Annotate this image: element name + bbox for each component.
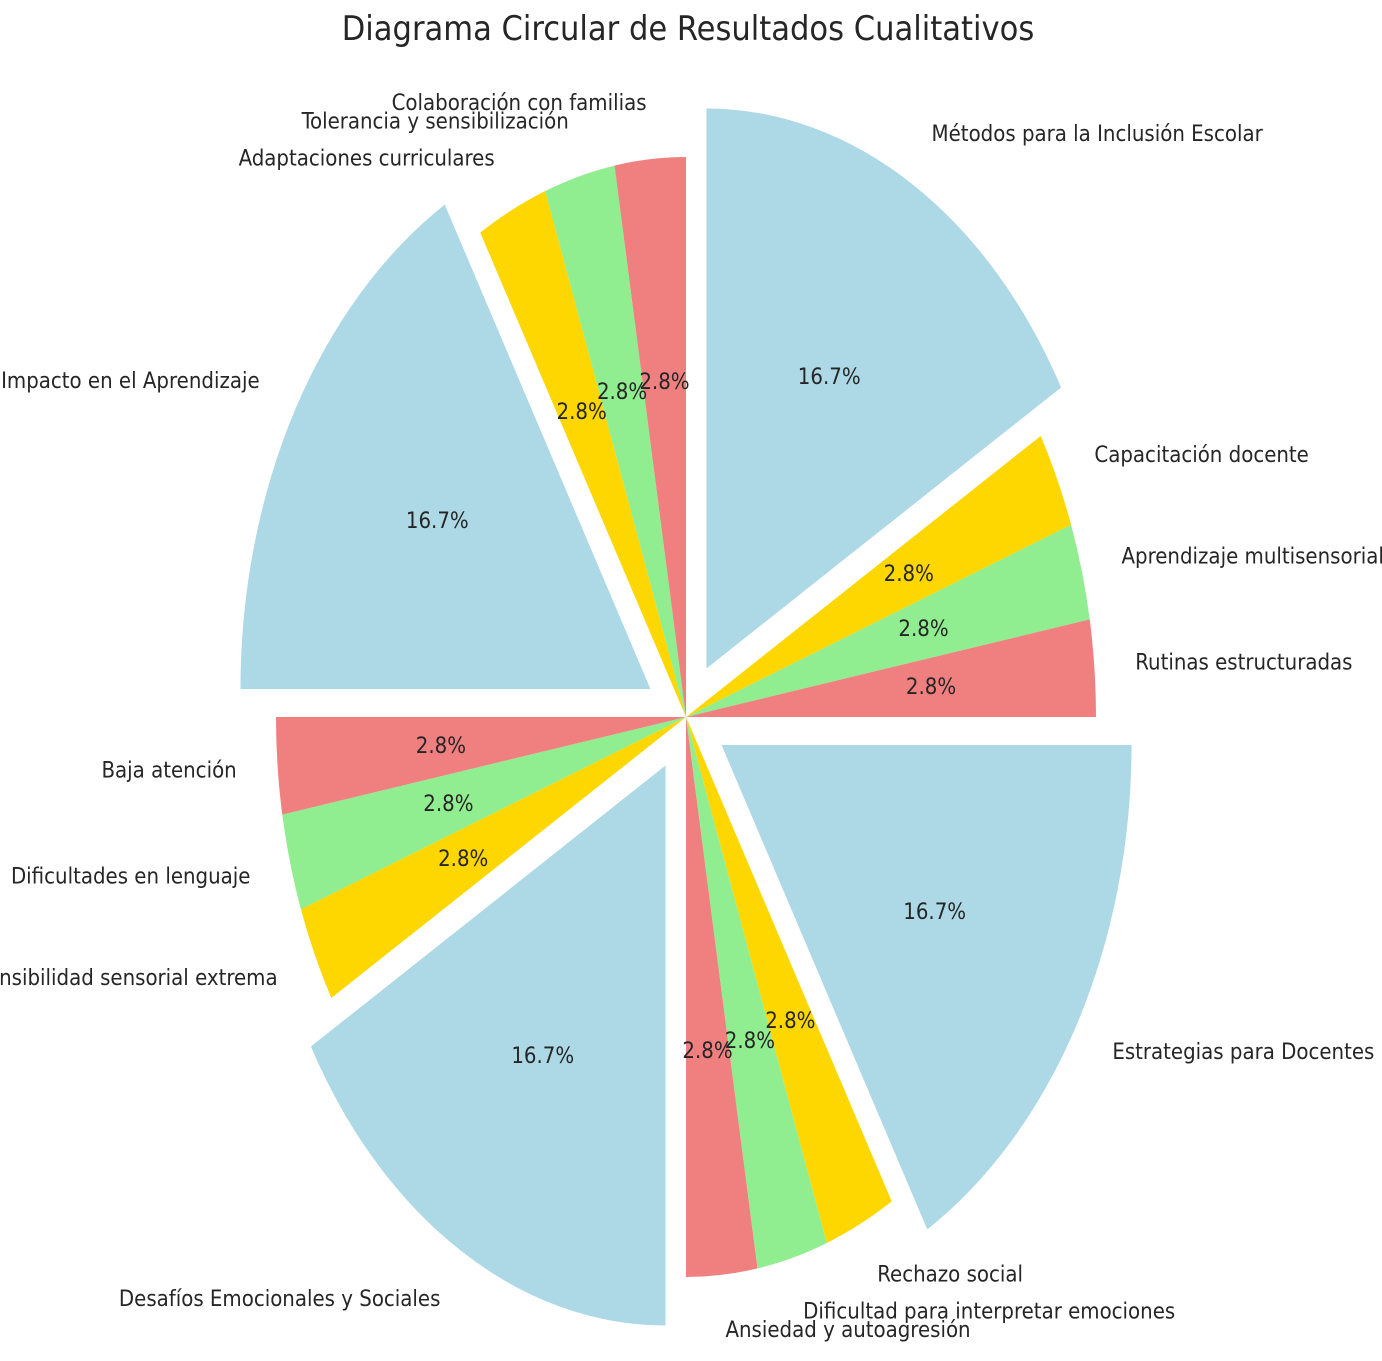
pie-slice <box>276 717 686 815</box>
slice-category-label: Tolerancia y sensibilización <box>301 110 569 135</box>
slice-percent-label: 2.8% <box>682 1039 732 1064</box>
slice-percent-label: 16.7% <box>511 1044 574 1069</box>
slice-category-label: Aprendizaje multisensorial <box>1122 544 1382 569</box>
pie-slice <box>614 157 686 717</box>
pie-slice <box>480 191 686 718</box>
slice-category-label: Dificultades en lenguaje <box>11 865 251 890</box>
slice-category-label: Impacto en el Aprendizaje <box>1 369 260 394</box>
slice-category-label: Desafíos Emocionales y Sociales <box>119 1287 441 1312</box>
slice-category-label: Colaboración con familias <box>392 91 647 116</box>
pie-slice <box>282 717 686 910</box>
slice-percent-label: 2.8% <box>765 1009 815 1034</box>
slice-percent-label: 2.8% <box>423 792 473 817</box>
pie-slice <box>686 717 758 1277</box>
slice-category-label: Estrategias para Docentes <box>1112 1040 1374 1065</box>
slice-percent-label: 2.8% <box>597 380 647 405</box>
chart-title: Diagrama Circular de Resultados Cualitat… <box>342 9 1035 49</box>
slice-category-label: Rechazo social <box>877 1262 1023 1287</box>
pie-slice <box>310 765 666 1326</box>
slice-percent-label: 2.8% <box>906 675 956 700</box>
pie-slice <box>721 744 1132 1230</box>
slice-category-label: Baja atención <box>101 758 236 783</box>
slice-category-label: Capacitación docente <box>1094 443 1308 468</box>
slice-category-label: Sensibilidad sensorial extrema <box>0 966 278 991</box>
pie-slice <box>686 717 892 1243</box>
slice-labels-layer: Métodos para la Inclusión Escolar Capacit… <box>0 91 1382 1343</box>
slice-percent-label: 2.8% <box>884 562 934 587</box>
slice-category-label: Dificultad para interpretar emociones <box>803 1299 1175 1324</box>
slice-category-label: Rutinas estructuradas <box>1135 651 1352 676</box>
slice-category-label: Adaptaciones curriculares <box>239 147 495 172</box>
slice-percent-label: 2.8% <box>557 400 607 425</box>
slice-percent-label: 2.8% <box>639 370 689 395</box>
slice-category-label: Ansiedad y autoagresión <box>725 1318 970 1343</box>
pie-slice <box>706 108 1062 669</box>
slice-percent-label: 16.7% <box>903 900 966 925</box>
pie-slice <box>686 619 1096 717</box>
pie-slice <box>686 524 1090 717</box>
pie-slice <box>686 717 827 1269</box>
pie-slice <box>545 165 686 717</box>
slice-category-label: Métodos para la Inclusión Escolar <box>932 122 1264 147</box>
slice-percent-label: 16.7% <box>406 509 469 534</box>
slice-percent-label: 2.8% <box>898 617 948 642</box>
percent-labels-layer: 16.7%2.8%2.8%2.8%16.7%2.8%2.8%2.8%16.7%2… <box>406 365 966 1069</box>
slice-percent-label: 2.8% <box>725 1029 775 1054</box>
slice-percent-label: 2.8% <box>416 734 466 759</box>
pie-slice <box>300 717 686 999</box>
slice-percent-label: 2.8% <box>438 847 488 872</box>
pie-slice <box>686 435 1072 717</box>
slices-layer <box>240 108 1132 1326</box>
pie-slice <box>240 204 651 690</box>
slice-percent-label: 16.7% <box>798 365 861 390</box>
